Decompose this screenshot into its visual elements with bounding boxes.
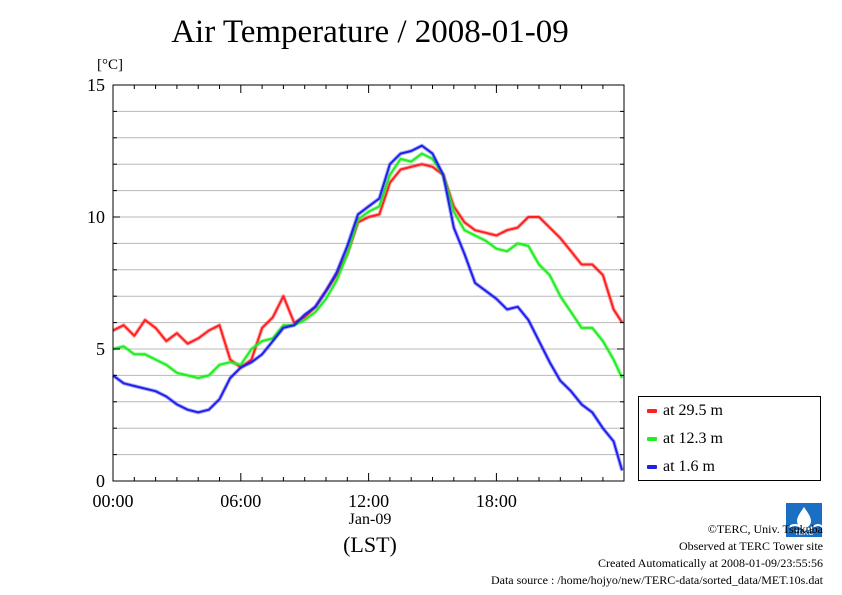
y-tick-label: 0	[96, 471, 105, 491]
series-halo-0	[112, 162, 624, 370]
x-tick-label: 12:00	[348, 491, 389, 511]
legend: at 29.5 m at 12.3 m at 1.6 m	[638, 396, 821, 481]
legend-label: at 29.5 m	[663, 402, 723, 419]
footer-copyright: ©TERC, Univ. Tsukuba	[707, 522, 823, 536]
chart-title: Air Temperature / 2008-01-09	[171, 14, 569, 50]
axis-ticks: 0 5 10 15 00:00 06:00 12:00 18:00	[87, 75, 624, 511]
series-halo-2	[111, 143, 625, 471]
footer-observed: Observed at TERC Tower site	[678, 539, 823, 553]
legend-item-1-6m: at 1.6 m	[647, 456, 715, 478]
legend-label: at 12.3 m	[663, 430, 723, 447]
x-tick-label: 06:00	[220, 491, 261, 511]
series-line-2	[112, 144, 624, 471]
x-date-label: Jan-09	[348, 511, 392, 528]
footer-created: Created Automatically at 2008-01-09/23:5…	[598, 556, 823, 570]
y-tick-label: 10	[87, 207, 105, 227]
legend-swatch-green	[647, 437, 657, 441]
footer-source: Data source : /home/hojyo/new/TERC-data/…	[490, 573, 823, 587]
legend-swatch-red	[647, 409, 657, 413]
series-line-0	[112, 163, 623, 369]
logo-text: TERC	[794, 530, 813, 537]
gridlines	[113, 110, 624, 456]
series-line-1	[112, 152, 624, 379]
y-axis-unit: [°C]	[97, 57, 123, 73]
legend-item-29-5m: at 29.5 m	[647, 400, 723, 422]
y-tick-label: 5	[96, 339, 105, 359]
x-tick-label: 18:00	[476, 491, 517, 511]
x-axis-label: (LST)	[343, 532, 397, 557]
legend-item-12-3m: at 12.3 m	[647, 428, 723, 450]
plot-frame	[112, 84, 625, 482]
series-lines	[111, 143, 625, 471]
x-tick-label: 00:00	[92, 491, 133, 511]
terc-logo-icon: TERC	[786, 503, 822, 537]
y-tick-label: 15	[87, 75, 105, 95]
legend-swatch-blue	[647, 465, 657, 469]
legend-label: at 1.6 m	[663, 458, 715, 475]
